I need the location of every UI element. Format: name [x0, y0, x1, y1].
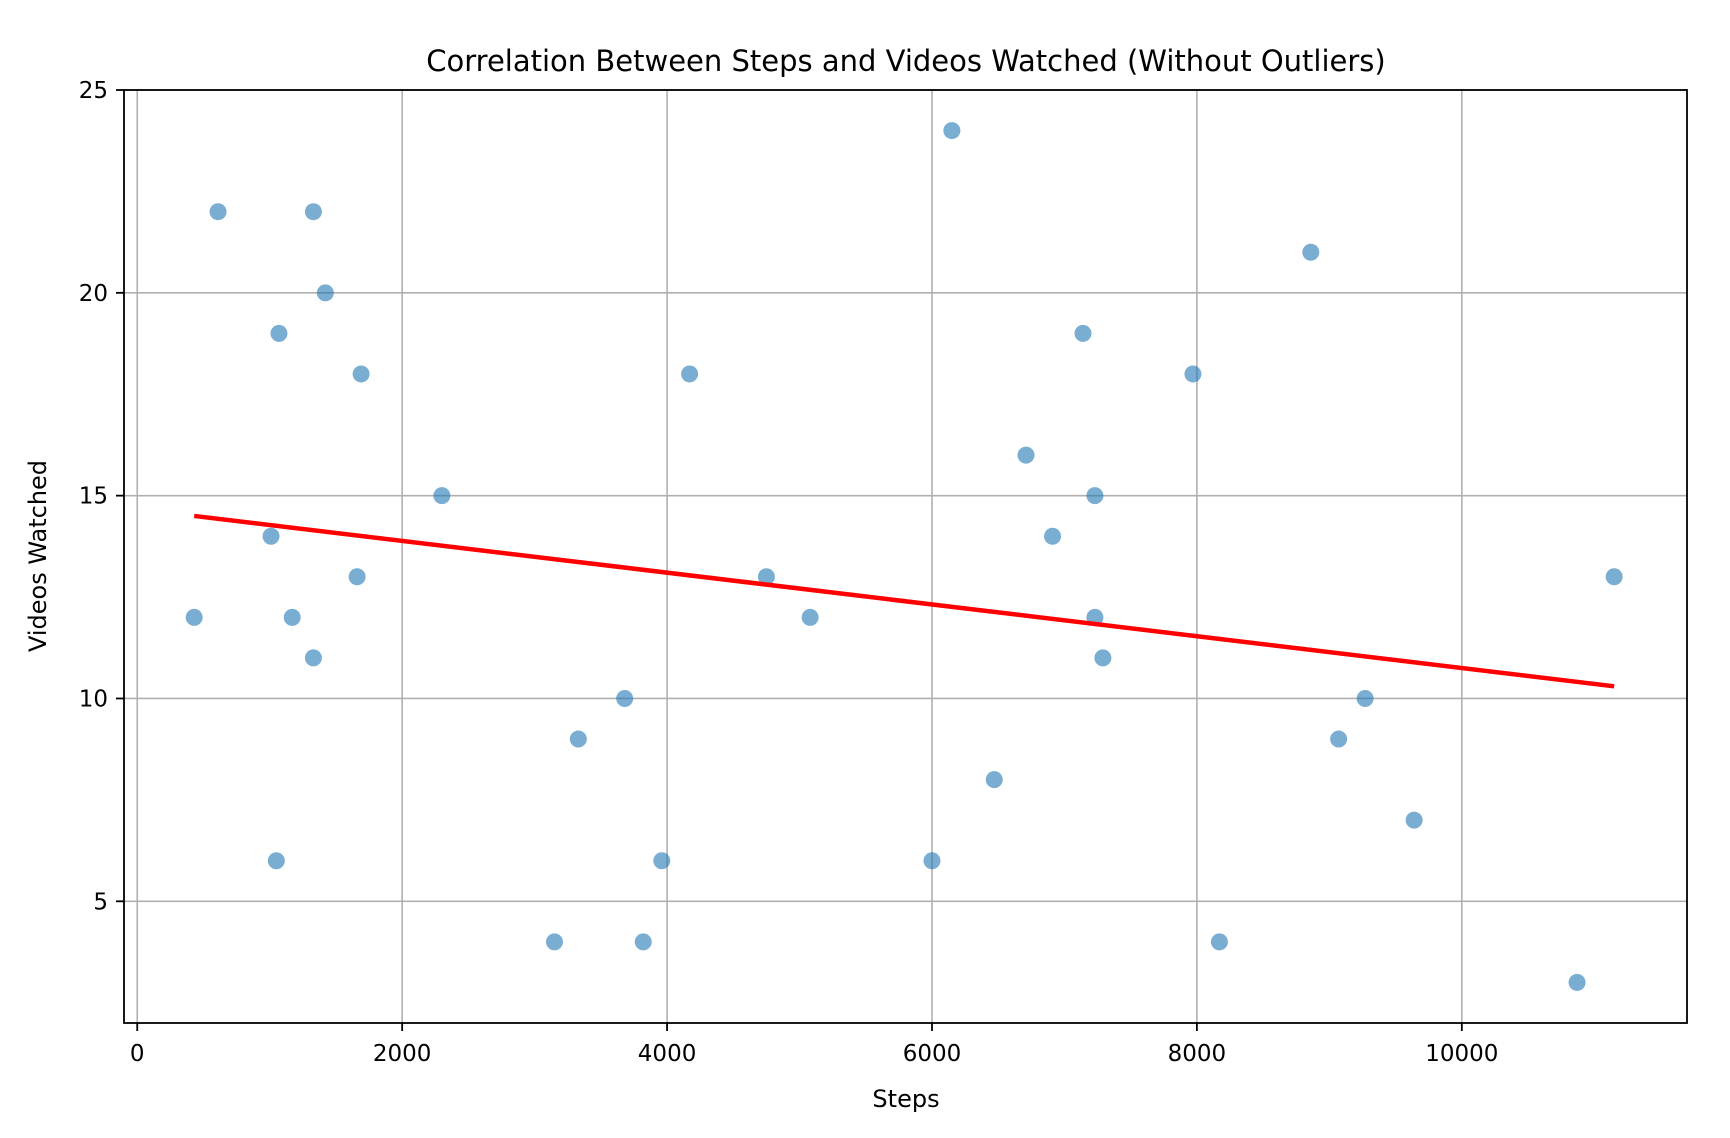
data-point: [304, 649, 322, 667]
data-point: [1044, 527, 1062, 545]
plot-frame: [123, 89, 1688, 1024]
data-point: [923, 852, 941, 870]
data-point: [1184, 365, 1202, 383]
data-point: [1330, 730, 1348, 748]
data-point: [985, 771, 1003, 789]
data-point: [1017, 446, 1035, 464]
x-axis-label: Steps: [872, 1085, 939, 1113]
data-point: [1086, 487, 1104, 505]
data-point: [569, 730, 587, 748]
data-point: [433, 487, 451, 505]
data-point: [352, 365, 370, 383]
x-tick-label: 8000: [1168, 1041, 1227, 1067]
data-point: [270, 324, 288, 342]
data-point: [1405, 811, 1423, 829]
data-point: [267, 852, 285, 870]
x-axis-ticks: 0 2000 4000 6000 8000 10000: [130, 1023, 1498, 1067]
x-tick-label: 6000: [903, 1041, 962, 1067]
data-point: [1094, 649, 1112, 667]
grid: [124, 89, 1687, 1023]
y-axis-ticks: 5 10 15 20 25: [79, 78, 124, 915]
data-point: [1210, 933, 1228, 951]
x-tick-label: 10000: [1425, 1041, 1498, 1067]
data-point: [348, 568, 366, 586]
data-point: [209, 203, 227, 221]
y-tick-label: 20: [79, 281, 108, 307]
y-axis-label: Videos Watched: [24, 460, 52, 652]
data-point: [681, 365, 699, 383]
data-point: [653, 852, 671, 870]
data-point: [1605, 568, 1623, 586]
trend-line: [193, 513, 1615, 689]
y-tick-label: 15: [79, 484, 108, 510]
y-tick-label: 25: [79, 78, 108, 104]
data-point: [801, 608, 819, 626]
data-point: [1302, 243, 1320, 261]
chart-title: Correlation Between Steps and Videos Wat…: [426, 44, 1385, 78]
data-points: [185, 122, 1623, 991]
data-point: [283, 608, 301, 626]
data-point: [943, 122, 961, 140]
data-point: [634, 933, 652, 951]
x-tick-label: 2000: [373, 1041, 432, 1067]
data-point: [1568, 973, 1586, 991]
y-tick-label: 5: [93, 889, 108, 915]
data-point: [1074, 324, 1092, 342]
data-point: [1356, 689, 1374, 707]
data-point: [316, 284, 334, 302]
data-point: [545, 933, 563, 951]
data-point: [185, 608, 203, 626]
data-point: [757, 568, 775, 586]
data-point: [262, 527, 280, 545]
x-tick-label: 0: [130, 1041, 145, 1067]
trend-line-group: [193, 513, 1615, 689]
data-point: [616, 689, 634, 707]
data-point: [304, 203, 322, 221]
x-tick-label: 4000: [638, 1041, 697, 1067]
y-tick-label: 10: [79, 686, 108, 712]
